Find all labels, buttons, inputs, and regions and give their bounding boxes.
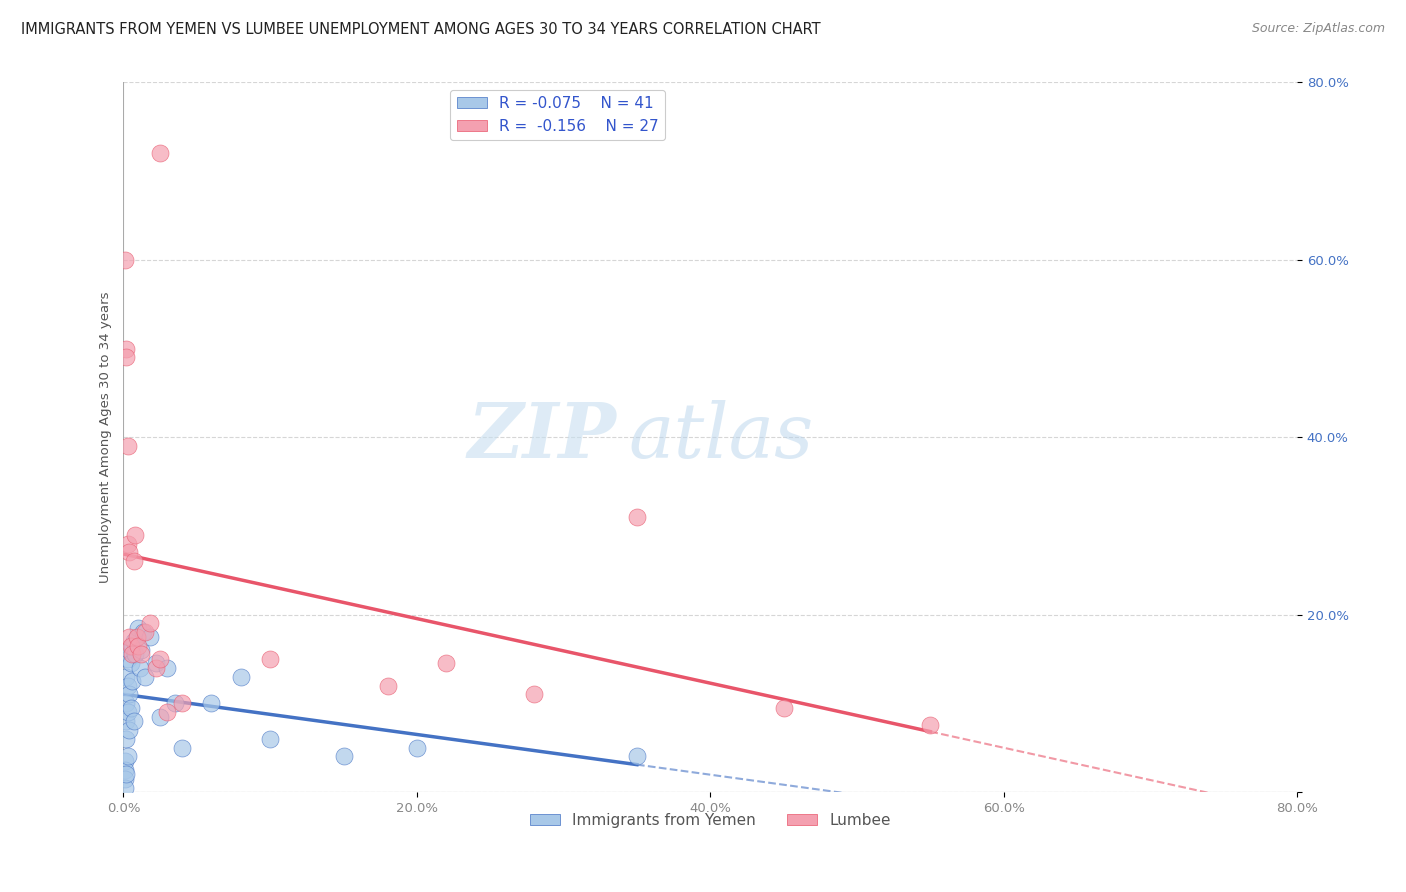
Point: [405, 740, 427, 755]
Text: Source: ZipAtlas.com: Source: ZipAtlas.com: [1251, 22, 1385, 36]
Point: [200, 696, 222, 710]
Legend: Immigrants from Yemen, Lumbee: Immigrants from Yemen, Lumbee: [523, 806, 897, 834]
Point: [117, 679, 139, 693]
Point: [156, 705, 179, 719]
Point: [114, 780, 136, 795]
Point: [124, 528, 146, 542]
Point: [259, 731, 281, 746]
Y-axis label: Unemployment Among Ages 30 to 34 years: Unemployment Among Ages 30 to 34 years: [100, 292, 112, 583]
Point: [122, 554, 145, 568]
Point: [149, 652, 172, 666]
Point: [626, 749, 648, 764]
Point: [115, 670, 138, 684]
Point: [114, 252, 136, 267]
Point: [149, 146, 172, 161]
Point: [259, 652, 281, 666]
Point: [229, 670, 252, 684]
Text: ZIP: ZIP: [468, 401, 616, 475]
Point: [114, 772, 136, 786]
Point: [115, 767, 138, 781]
Point: [117, 652, 139, 666]
Point: [114, 754, 136, 768]
Point: [115, 351, 138, 365]
Point: [115, 714, 138, 728]
Point: [121, 648, 143, 662]
Point: [626, 510, 648, 524]
Point: [117, 705, 139, 719]
Point: [118, 630, 141, 644]
Point: [145, 657, 167, 671]
Point: [127, 621, 149, 635]
Point: [115, 342, 138, 356]
Point: [129, 648, 152, 662]
Point: [127, 639, 149, 653]
Point: [139, 616, 162, 631]
Point: [118, 545, 141, 559]
Point: [163, 696, 186, 710]
Point: [129, 643, 152, 657]
Point: [118, 723, 141, 737]
Point: [118, 687, 141, 701]
Point: [149, 709, 172, 723]
Point: [118, 643, 141, 657]
Point: [131, 625, 153, 640]
Point: [920, 718, 942, 732]
Point: [523, 687, 546, 701]
Point: [125, 630, 148, 644]
Point: [134, 625, 156, 640]
Point: [172, 696, 194, 710]
Point: [115, 696, 138, 710]
Point: [139, 630, 162, 644]
Point: [120, 639, 142, 653]
Point: [145, 661, 167, 675]
Point: [332, 749, 354, 764]
Point: [122, 714, 145, 728]
Point: [122, 634, 145, 648]
Point: [117, 439, 139, 453]
Point: [772, 700, 794, 714]
Point: [377, 679, 399, 693]
Point: [434, 657, 457, 671]
Text: IMMIGRANTS FROM YEMEN VS LUMBEE UNEMPLOYMENT AMONG AGES 30 TO 34 YEARS CORRELATI: IMMIGRANTS FROM YEMEN VS LUMBEE UNEMPLOY…: [21, 22, 821, 37]
Point: [156, 661, 179, 675]
Point: [117, 536, 139, 550]
Point: [117, 749, 139, 764]
Point: [120, 700, 142, 714]
Point: [120, 657, 142, 671]
Point: [121, 639, 143, 653]
Point: [114, 763, 136, 777]
Point: [125, 630, 148, 644]
Point: [128, 661, 150, 675]
Point: [124, 648, 146, 662]
Point: [172, 740, 194, 755]
Text: atlas: atlas: [628, 401, 814, 475]
Point: [121, 674, 143, 689]
Point: [134, 670, 156, 684]
Point: [115, 731, 138, 746]
